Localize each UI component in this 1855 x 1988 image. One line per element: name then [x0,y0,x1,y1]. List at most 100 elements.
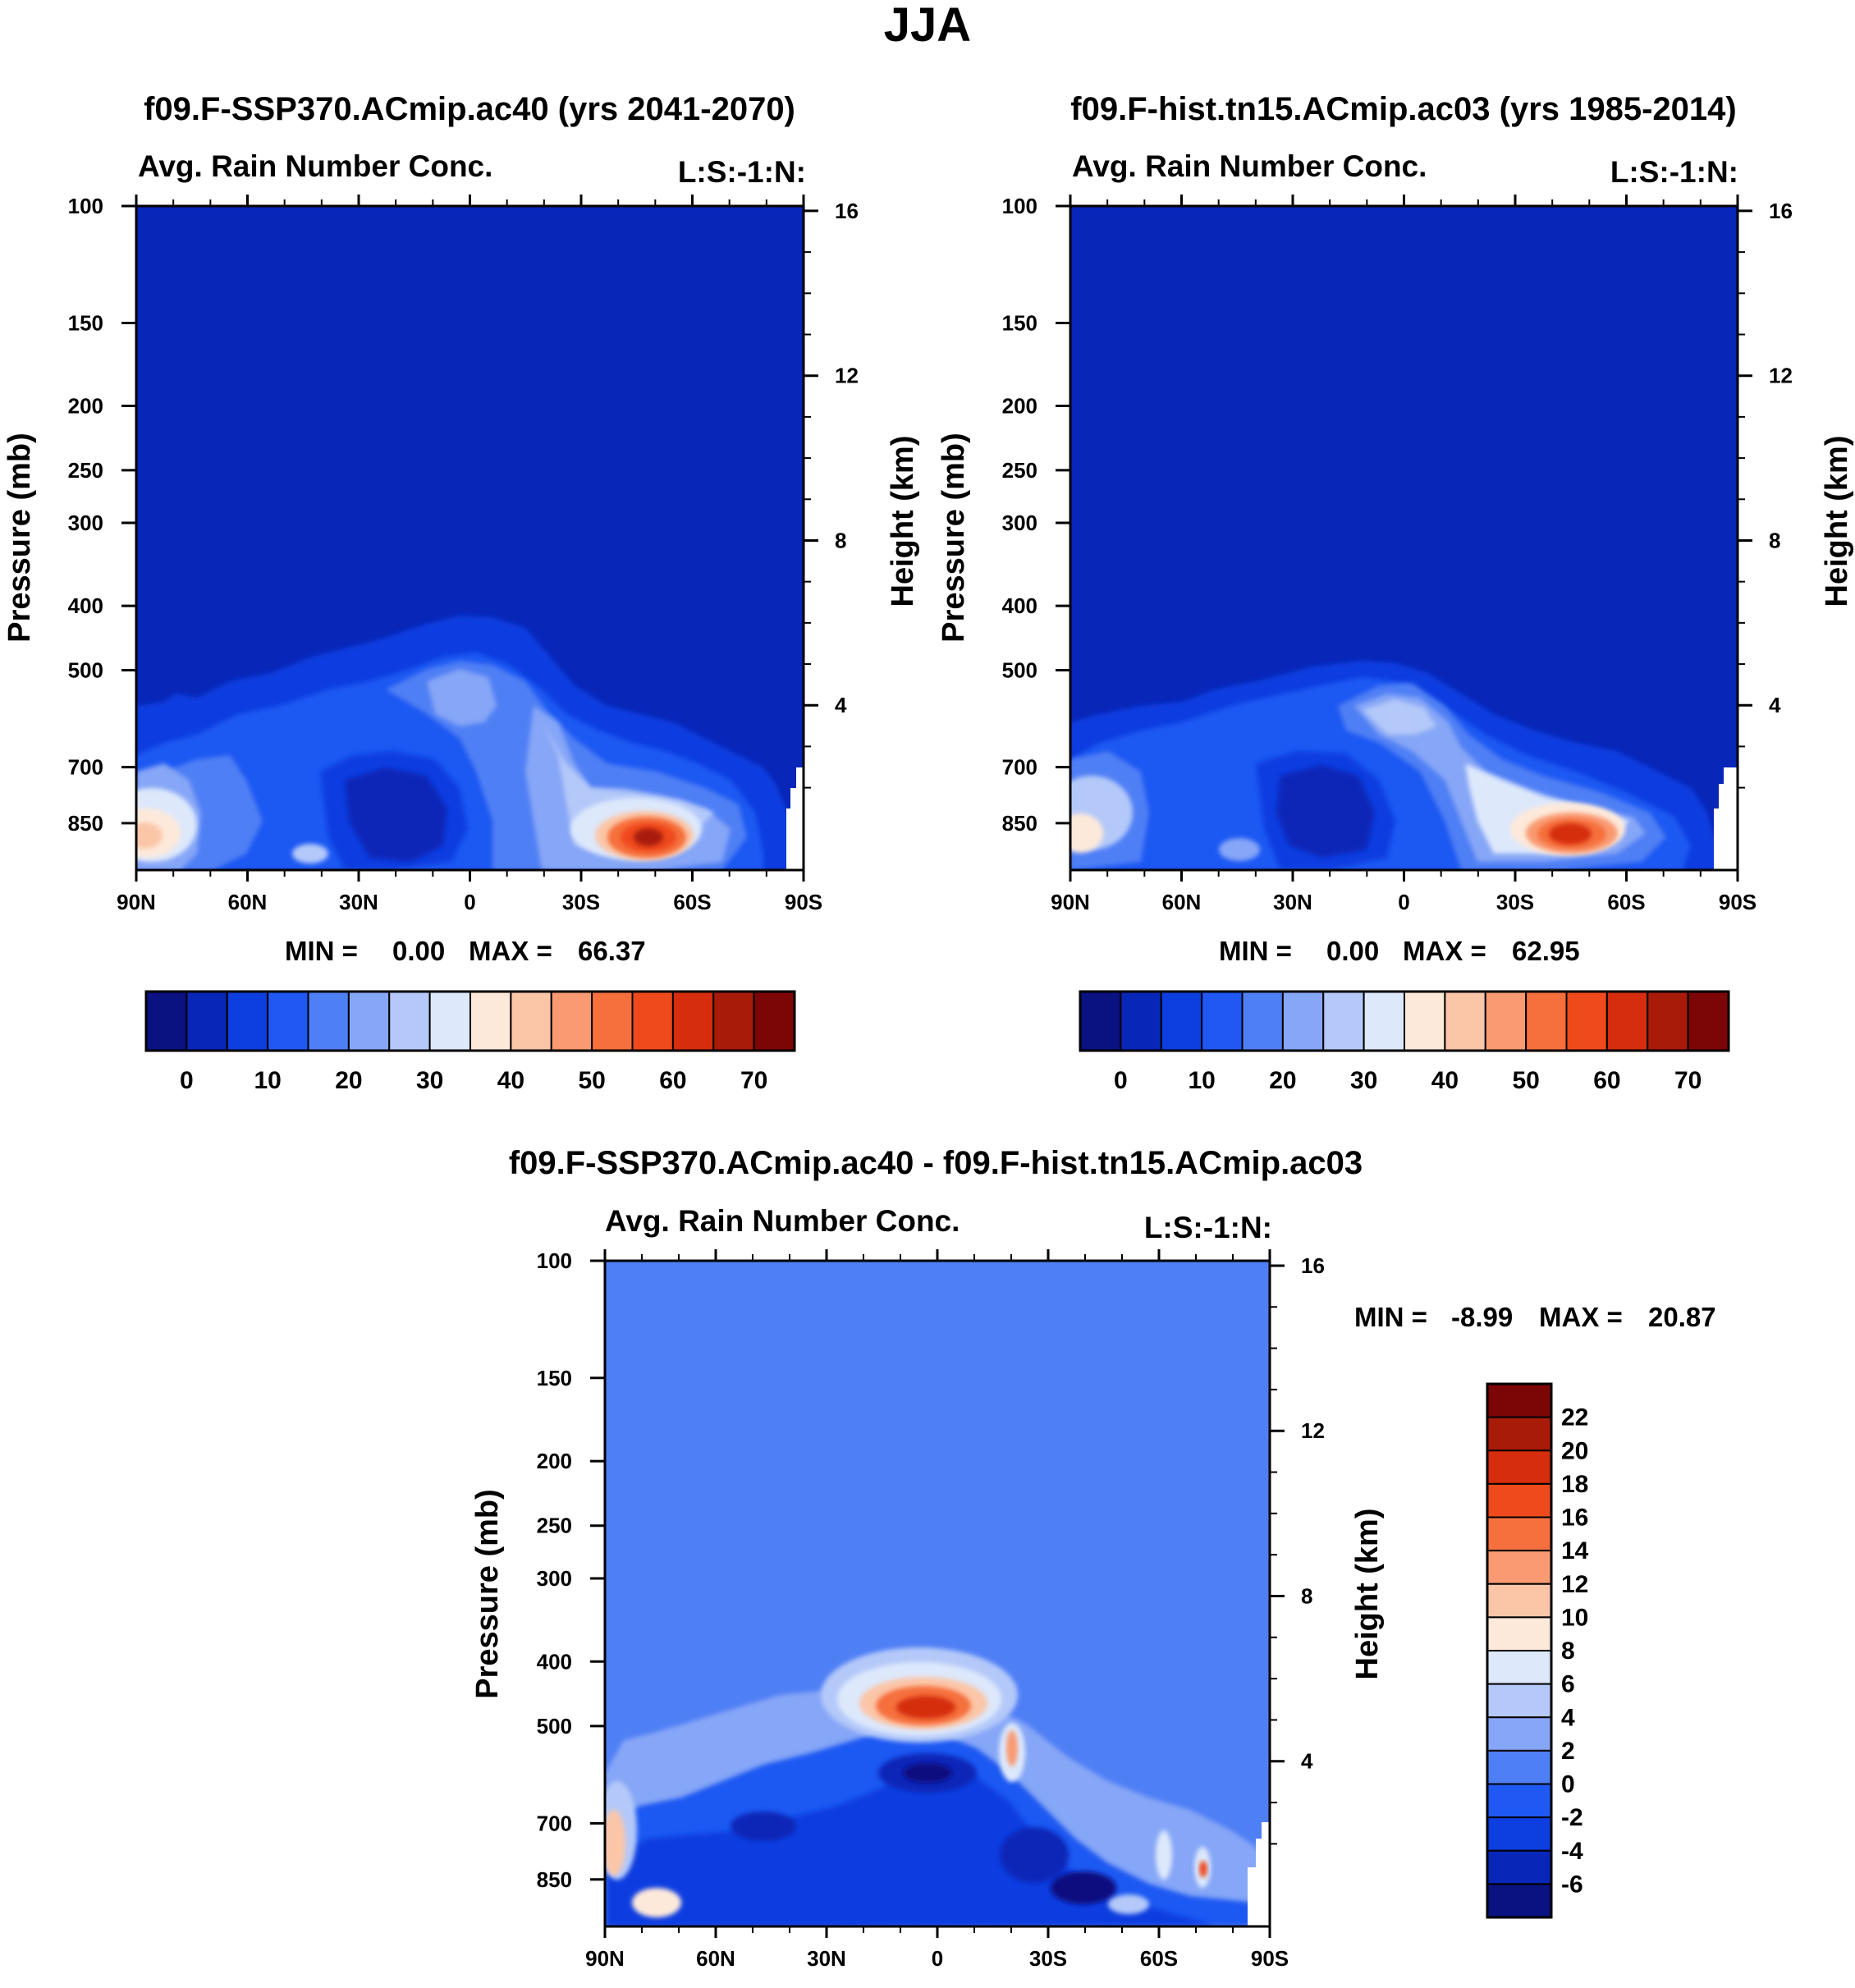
contour-minimum-30n-core [1276,765,1375,858]
variable-label: Avg. Rain Number Conc. [138,149,492,183]
colorbar-swatch [1201,991,1244,1051]
min-value: -8.99 [1451,1302,1513,1332]
figure-title: JJA [884,0,971,52]
max-value: 62.95 [1512,936,1580,966]
contour-streak-20s-core [1006,1730,1018,1766]
missing-data [1248,1822,1270,1926]
contour-core-30s-max [1549,823,1592,845]
missing-data [786,767,804,870]
colorbar-label: 10 [254,1067,281,1094]
y-tick-label: 700 [537,1811,572,1835]
y-tick-label: 700 [68,755,103,780]
x-tick-label: 90S [785,890,822,914]
colorbar-label: 70 [740,1067,767,1094]
colorbar-swatch [1486,1583,1552,1619]
colorbar: 0 10 20 30 40 50 60 70 [1079,990,1730,1094]
colorbar-swatch [1687,991,1729,1051]
colorbar-frame [1486,1382,1553,1919]
y-right-tick-label: 12 [1769,364,1793,388]
colorbar-swatch [1160,991,1203,1051]
panel-title: f09.F-hist.tn15.ACmip.ac03 (yrs 1985-201… [1070,91,1736,127]
y-axis-right-title: Height (km) [886,436,920,607]
x-tick-label: 30N [339,890,378,914]
colorbar-label: 12 [1561,1571,1588,1598]
x-tick-label: 60N [228,890,268,914]
y-tick-label: 500 [68,657,103,682]
contour-max-core [896,1696,955,1719]
contour-pole-north-2 [605,1810,625,1876]
colorbar: 0 10 20 30 40 50 60 70 [144,990,796,1094]
x-tick-label: 90N [1051,890,1090,914]
colorbar-swatch [753,991,795,1051]
colorbar-swatch [226,991,269,1051]
y-axis-right-title: Height (km) [1820,436,1854,607]
axes: 90N 60N 30N 0 30S 60S 90S 100 150 200 250 300 400 500… [1002,194,1793,914]
colorbar-swatch [1404,991,1446,1051]
y-tick-label: 250 [68,458,103,483]
contour-streak-65s [1156,1830,1172,1880]
axes: 90N 60N 30N 0 30S 60S 90S 100 150 200 250 300 400 500… [68,194,859,914]
colorbar-label: 6 [1561,1671,1575,1698]
max-label: MAX = [1403,936,1486,966]
colorbar-frame [144,990,796,1052]
colorbar-swatch [1486,1416,1552,1452]
colorbar-swatch [1120,991,1162,1051]
colorbar-label: 60 [1593,1067,1620,1094]
contour-spot-60s [1108,1894,1149,1914]
colorbar-swatch [591,991,634,1051]
colorbar-swatch [550,991,593,1051]
y-tick-label: 400 [68,593,103,618]
colorbar-label: 16 [1561,1505,1588,1532]
colorbar-label: -2 [1561,1804,1583,1831]
heatmap-field [1070,206,1738,870]
max-label: MAX = [1539,1302,1623,1332]
x-tick-label: 0 [1398,890,1409,914]
y-tick-label: 200 [68,394,103,419]
colorbar-label: 0 [1114,1067,1128,1094]
contour-spot-45n [292,844,328,863]
colorbar-swatch [1486,1849,1552,1885]
colorbar-swatch [1486,1783,1552,1819]
colorbar-swatch [631,991,674,1051]
max-value: 66.37 [578,936,646,966]
colorbar-swatch [145,991,188,1051]
y-tick-label: 200 [537,1449,572,1473]
x-tick-label: 30S [1029,1946,1067,1971]
y-tick-label: 300 [68,511,103,535]
colorbar-swatch [1565,991,1608,1051]
contour-core-30s-max [634,828,663,846]
x-tick-label: 60S [1140,1946,1178,1971]
contour-band-equator-pale [427,669,497,726]
contour-min-30s-2 [1051,1871,1116,1904]
x-tick-label: 90N [117,890,156,914]
x-tick-label: 60S [673,890,711,914]
colorbar-swatch [469,991,512,1051]
y-tick-label: 250 [1002,458,1037,483]
colorbar-label: 0 [180,1067,194,1094]
colorbar-swatch [1241,991,1284,1051]
contour-band-equator-light [1363,699,1436,735]
colorbar-swatch [1486,1383,1552,1418]
colorbar-swatch [1484,991,1528,1051]
panel-title: f09.F-SSP370.ACmip.ac40 - f09.F-hist.tn1… [509,1145,1363,1181]
corner-label: L:S:-1:N: [1610,155,1738,189]
y-axis-title: Pressure (mb) [2,433,37,643]
x-tick-label: 30S [562,890,600,914]
axes: 90N 60N 30N 0 30S 60S 90S 100 150 200 250 300 400 500… [537,1248,1325,1971]
colorbar-swatch [388,991,431,1051]
colorbar-swatch [186,991,228,1051]
panel-hist: f09.F-hist.tn15.ACmip.ac03 (yrs 1985-201… [937,91,1854,1094]
x-tick-label: 60S [1607,890,1645,914]
colorbar-label: 4 [1561,1704,1575,1731]
colorbar-swatch [1647,991,1689,1051]
colorbar-swatch [712,991,755,1051]
colorbar-swatch [1079,991,1122,1051]
y-tick-label: 150 [68,310,103,335]
colorbar-label: 20 [1561,1437,1588,1464]
y-tick-label: 500 [1002,657,1037,682]
x-tick-label: 30S [1496,890,1534,914]
colorbar-swatch [1486,1716,1552,1752]
colorbar-label: 18 [1561,1471,1588,1498]
